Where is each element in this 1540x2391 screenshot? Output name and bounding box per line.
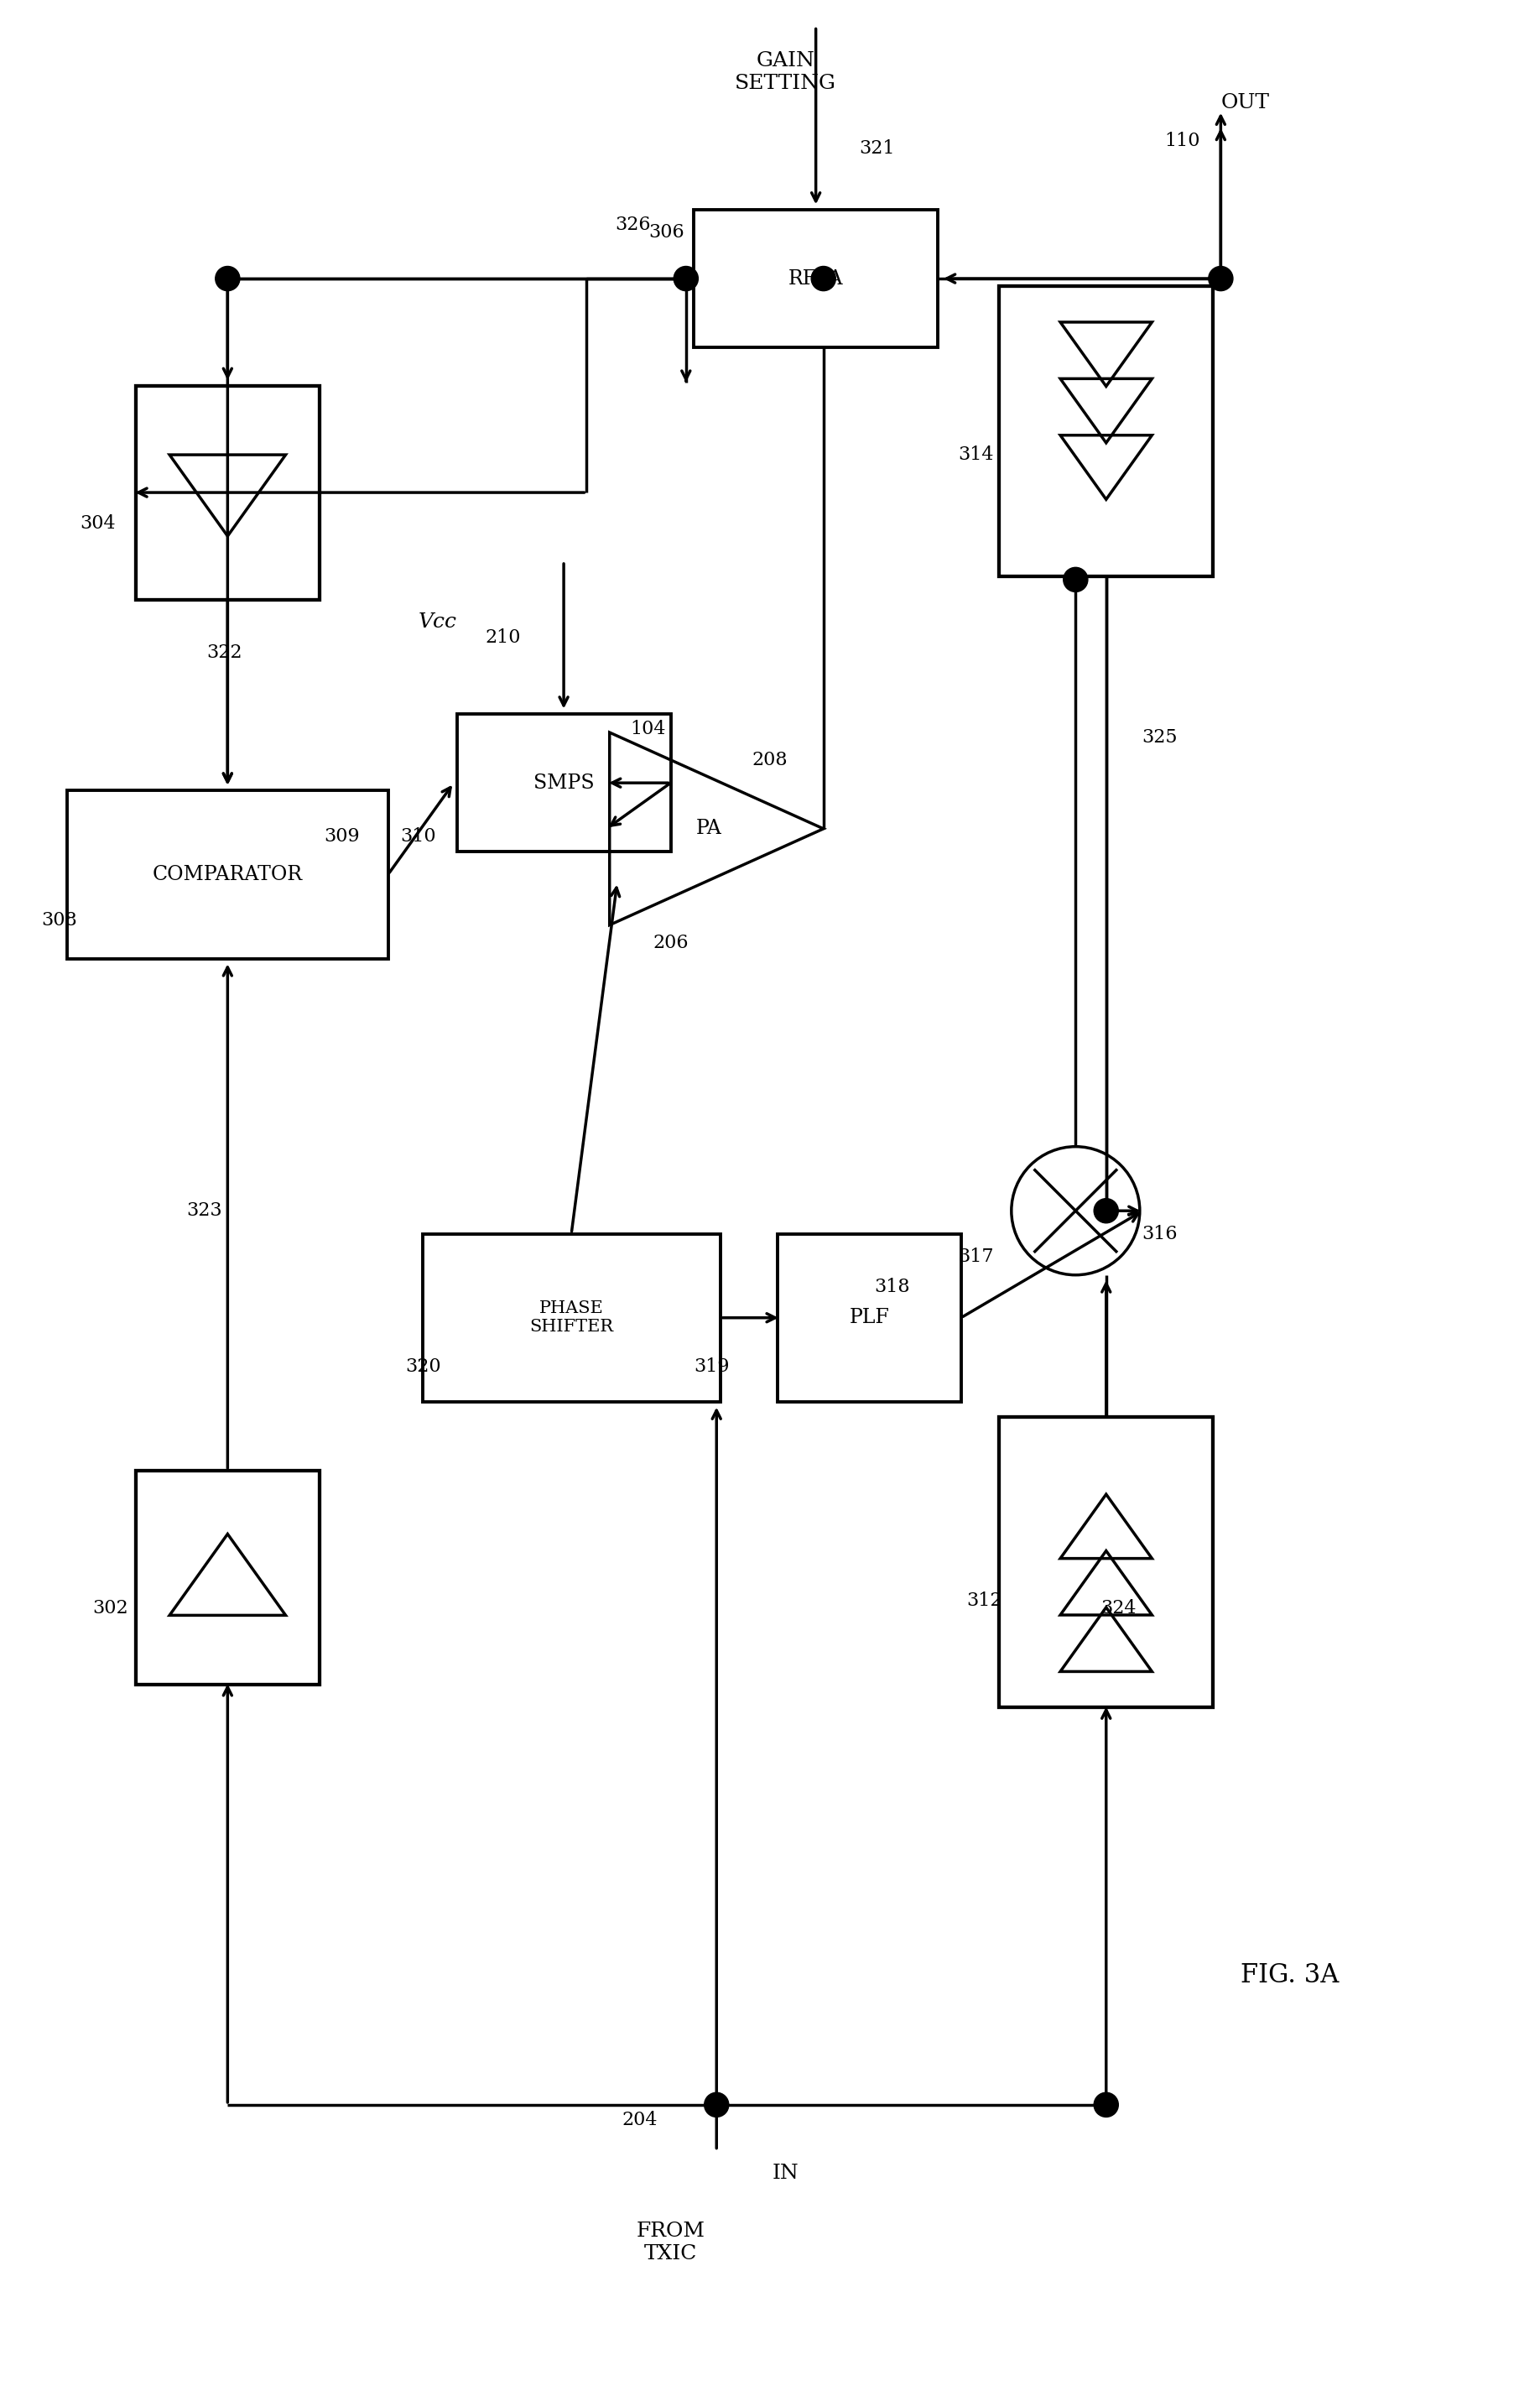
Text: 208: 208 xyxy=(752,751,788,770)
Text: OUT: OUT xyxy=(1221,93,1269,112)
Text: 206: 206 xyxy=(653,935,688,952)
Text: 302: 302 xyxy=(92,1600,128,1616)
Text: Vcc: Vcc xyxy=(419,612,457,631)
Text: 314: 314 xyxy=(958,445,995,464)
Text: 326: 326 xyxy=(614,215,650,234)
Bar xyxy=(778,1234,961,1401)
Text: 312: 312 xyxy=(966,1592,1001,1609)
Text: 321: 321 xyxy=(859,139,895,158)
Text: 304: 304 xyxy=(80,514,116,533)
Circle shape xyxy=(1063,567,1087,593)
Text: 316: 316 xyxy=(1141,1224,1178,1243)
Bar xyxy=(68,791,388,959)
Text: 210: 210 xyxy=(485,629,521,648)
Text: FIG. 3A: FIG. 3A xyxy=(1240,1963,1338,1987)
Circle shape xyxy=(812,265,836,292)
Circle shape xyxy=(673,265,698,292)
Bar xyxy=(457,715,671,851)
Circle shape xyxy=(216,265,240,292)
Text: RFFA: RFFA xyxy=(788,268,844,289)
Text: 310: 310 xyxy=(400,827,436,846)
Bar xyxy=(136,385,319,600)
Bar xyxy=(422,1234,721,1401)
Text: 317: 317 xyxy=(958,1248,995,1265)
Text: 325: 325 xyxy=(1141,727,1178,746)
Text: FROM
TXIC: FROM TXIC xyxy=(636,2221,705,2264)
Text: PHASE
SHIFTER: PHASE SHIFTER xyxy=(530,1301,613,1334)
Text: 319: 319 xyxy=(695,1358,730,1375)
Text: 318: 318 xyxy=(875,1277,910,1296)
Text: 204: 204 xyxy=(622,2111,658,2130)
Text: PA: PA xyxy=(696,820,722,839)
Text: PLF: PLF xyxy=(849,1308,890,1327)
Text: 308: 308 xyxy=(42,911,77,930)
Text: 110: 110 xyxy=(1164,132,1200,151)
Text: 306: 306 xyxy=(648,222,684,241)
Text: 323: 323 xyxy=(186,1203,223,1219)
Bar xyxy=(693,210,938,347)
Bar xyxy=(999,1418,1214,1707)
Text: GAIN
SETTING: GAIN SETTING xyxy=(735,53,836,93)
Text: 322: 322 xyxy=(206,643,242,662)
Bar xyxy=(136,1470,319,1686)
Text: SMPS: SMPS xyxy=(533,772,594,791)
Circle shape xyxy=(1093,1198,1118,1224)
Text: 309: 309 xyxy=(325,827,360,846)
Bar xyxy=(999,287,1214,576)
Text: IN: IN xyxy=(772,2164,799,2183)
Circle shape xyxy=(704,2092,728,2116)
Text: 324: 324 xyxy=(1101,1600,1137,1616)
Text: 104: 104 xyxy=(630,720,665,739)
Circle shape xyxy=(1209,265,1234,292)
Text: 320: 320 xyxy=(405,1358,440,1375)
Text: COMPARATOR: COMPARATOR xyxy=(152,866,303,885)
Circle shape xyxy=(1093,2092,1118,2116)
